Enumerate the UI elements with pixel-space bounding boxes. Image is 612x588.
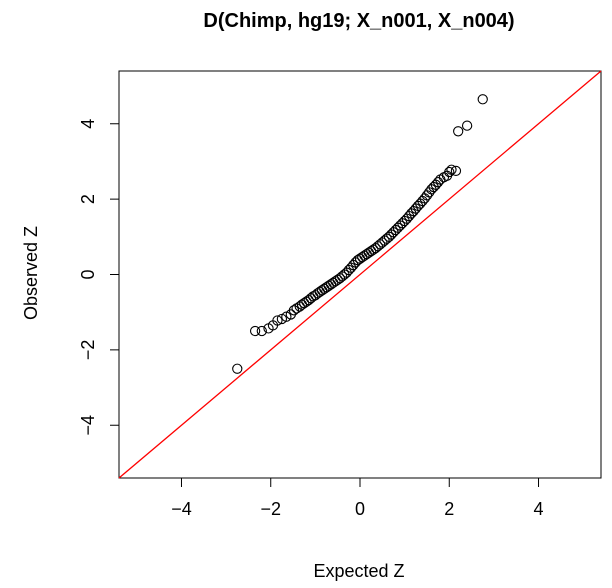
x-tick-label: 4 (534, 499, 544, 519)
y-tick-label: −2 (78, 340, 98, 361)
chart-title: D(Chimp, hg19; X_n001, X_n004) (203, 10, 514, 32)
data-point (232, 363, 243, 374)
data-point (249, 325, 261, 337)
y-axis-label: Observed Z (21, 226, 41, 320)
x-axis-label: Expected Z (313, 561, 404, 581)
x-tick-label: 0 (355, 499, 365, 519)
y-axis: −4 −2 0 2 4 (78, 119, 119, 436)
reference-line (118, 70, 602, 479)
data-point (256, 325, 267, 337)
x-tick-label: −2 (260, 499, 281, 519)
data-point (446, 164, 457, 175)
plot-area (118, 70, 602, 479)
data-point (461, 120, 473, 131)
data-point (291, 303, 302, 314)
y-tick-label: 0 (78, 269, 98, 279)
data-point (453, 126, 464, 137)
data-point (450, 165, 462, 177)
data-point (444, 166, 455, 178)
x-axis: −4 −2 0 2 4 (171, 478, 544, 519)
data-point (272, 315, 283, 326)
x-tick-label: 2 (444, 499, 454, 519)
y-tick-label: 2 (78, 194, 98, 204)
y-tick-label: 4 (78, 119, 98, 129)
x-tick-label: −4 (171, 499, 192, 519)
y-tick-label: −4 (78, 415, 98, 436)
data-point (477, 94, 488, 105)
data-point (288, 305, 300, 316)
